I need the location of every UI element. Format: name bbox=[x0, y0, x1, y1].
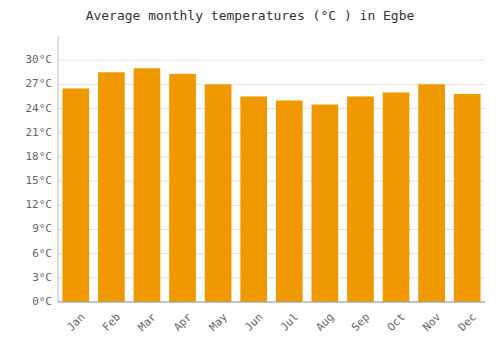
x-tick-label: Aug bbox=[313, 311, 336, 334]
y-tick-label: 9°C bbox=[32, 222, 52, 235]
y-tick-label: 24°C bbox=[26, 102, 53, 115]
bar bbox=[169, 74, 196, 302]
grid bbox=[58, 60, 485, 302]
grid-line bbox=[58, 60, 485, 61]
bar bbox=[134, 68, 161, 302]
chart-container: 0°C 3°C 6°C 9°C 12°C 15°C 18°C 21°C 24°C 27°C 30°C… bbox=[0, 0, 500, 350]
x-tick-label: Jun bbox=[242, 311, 265, 334]
bar bbox=[383, 92, 410, 302]
x-tick-label: Apr bbox=[171, 310, 195, 334]
y-tick-label: 3°C bbox=[32, 271, 52, 284]
bar bbox=[276, 100, 303, 302]
x-tick-label: Dec bbox=[456, 311, 479, 334]
bar bbox=[240, 96, 267, 302]
y-tick-label: 27°C bbox=[26, 77, 53, 90]
grid-line bbox=[58, 302, 485, 303]
x-tick-label: May bbox=[207, 310, 231, 334]
y-axis: 0°C 3°C 6°C 9°C 12°C 15°C 18°C 21°C 24°C 27°C 30°C bbox=[26, 36, 59, 308]
y-tick-label: 30°C bbox=[26, 53, 53, 66]
bar bbox=[312, 105, 339, 302]
y-axis-line bbox=[58, 36, 59, 302]
y-tick-label: 0°C bbox=[32, 295, 52, 308]
x-axis: Jan Feb Mar Apr May Jun Jul Aug Sep Oct Nov Dec bbox=[58, 302, 485, 334]
bar bbox=[62, 88, 89, 302]
y-tick-label: 6°C bbox=[32, 247, 52, 260]
x-tick-label: Oct bbox=[385, 311, 408, 334]
x-tick-label: Jul bbox=[278, 311, 301, 334]
x-tick-label: Nov bbox=[420, 310, 444, 334]
chart-svg: 0°C 3°C 6°C 9°C 12°C 15°C 18°C 21°C 24°C 27°C 30°C… bbox=[0, 0, 500, 350]
x-tick-label: Sep bbox=[349, 311, 372, 334]
bar bbox=[347, 96, 374, 302]
bar bbox=[418, 84, 445, 302]
y-tick-label: 15°C bbox=[26, 174, 53, 187]
bars bbox=[62, 68, 480, 302]
x-tick-label: Feb bbox=[100, 311, 123, 334]
bar bbox=[454, 94, 481, 302]
x-tick-label: Mar bbox=[135, 310, 159, 334]
x-axis-line bbox=[58, 302, 485, 303]
bar bbox=[205, 84, 232, 302]
x-tick-label: Jan bbox=[64, 311, 87, 334]
y-tick-label: 21°C bbox=[26, 126, 53, 139]
y-tick-label: 18°C bbox=[26, 150, 53, 163]
y-tick-label: 12°C bbox=[26, 198, 53, 211]
title: Average monthly temperatures (°C ) in Eg… bbox=[86, 8, 415, 23]
bar bbox=[98, 72, 125, 302]
